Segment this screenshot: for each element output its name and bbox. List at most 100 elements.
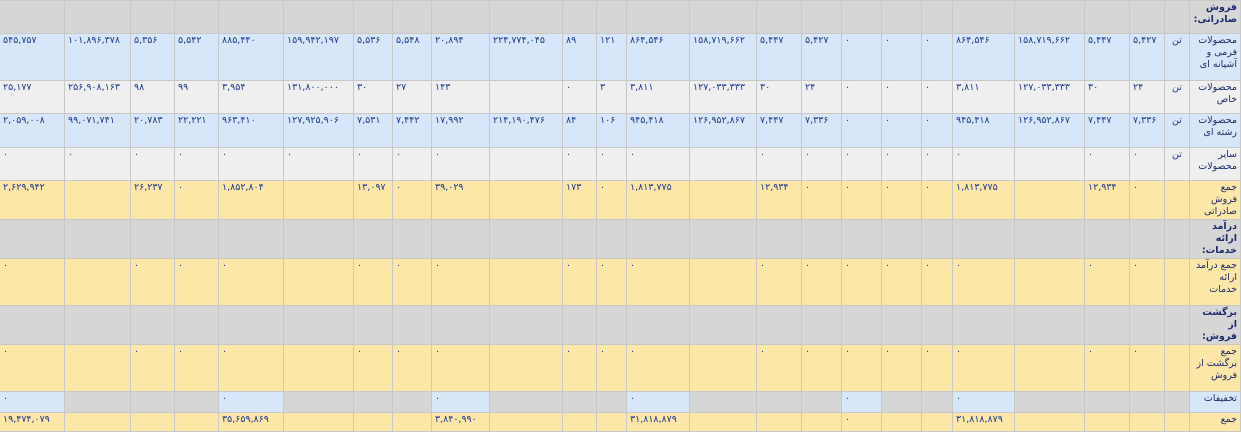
value-cell — [921, 305, 953, 345]
value-cell: ۰ — [801, 258, 842, 306]
value-cell — [353, 305, 393, 345]
value-cell: ۰ — [392, 147, 432, 181]
value-cell: ۳,۹۵۴ — [218, 80, 284, 114]
value-cell: ۰ — [1084, 258, 1130, 306]
unit-cell — [1164, 258, 1190, 306]
value-cell: ۰ — [392, 258, 432, 306]
value-cell: ۰ — [921, 180, 953, 220]
value-cell — [1014, 412, 1085, 432]
value-cell: ۰ — [0, 391, 65, 413]
value-cell: ۰ — [596, 258, 627, 306]
value-cell: ۰ — [218, 258, 284, 306]
unit-cell — [1164, 0, 1190, 34]
value-cell: ۲۵,۱۷۷ — [0, 80, 65, 114]
value-cell: ۳,۸۴۰,۹۹۰ — [431, 412, 490, 432]
value-cell: ۰ — [353, 147, 393, 181]
unit-cell — [1164, 344, 1190, 392]
value-cell — [626, 219, 690, 259]
value-cell — [0, 219, 65, 259]
value-cell: ۵,۴۲۷ — [801, 33, 842, 81]
value-cell — [489, 147, 563, 181]
value-cell: ۱۲۶,۹۵۲,۸۶۷ — [689, 113, 757, 148]
value-cell: ۰ — [626, 391, 690, 413]
value-cell: ۱۹,۴۷۴,۰۷۹ — [0, 412, 65, 432]
value-cell: ۰ — [562, 258, 597, 306]
value-cell — [489, 219, 563, 259]
value-cell: ۲۰,۷۸۳ — [130, 113, 175, 148]
value-cell — [881, 391, 922, 413]
value-cell: ۱۴۳ — [431, 80, 490, 114]
value-cell — [353, 219, 393, 259]
value-cell — [801, 0, 842, 34]
value-cell: ۰ — [756, 344, 802, 392]
value-cell: ۱,۸۱۳,۷۷۵ — [626, 180, 690, 220]
value-cell — [392, 0, 432, 34]
value-cell: ۰ — [626, 258, 690, 306]
value-cell — [130, 305, 175, 345]
value-cell: ۰ — [1129, 344, 1165, 392]
table-row: محصولات خاص تن ۲۴ ۳۰ ۱۲۷,۰۳۳,۳۳۳ ۳,۸۱۱ ۰ ۰ ۰ ۲۴ ۳۰… — [0, 80, 1241, 114]
value-cell — [756, 412, 802, 432]
value-cell: ۸۹ — [562, 33, 597, 81]
value-cell: ۰ — [952, 147, 1015, 181]
table-row: جمع ۳۱,۸۱۸,۸۷۹ ۰ ۳۱,۸۱۸,۸۷۹ ۳,۸۴۰,۹۹۰ ۳۵,۶۵۹,… — [0, 412, 1241, 432]
value-cell — [921, 391, 953, 413]
value-cell — [841, 0, 882, 34]
value-cell: ۰ — [841, 344, 882, 392]
value-cell: ۰ — [64, 147, 131, 181]
value-cell: ۳ — [596, 80, 627, 114]
value-cell — [562, 412, 597, 432]
value-cell: ۰ — [130, 258, 175, 306]
row-label: برگشت از فروش: — [1189, 305, 1241, 345]
value-cell — [283, 305, 354, 345]
value-cell: ۰ — [431, 147, 490, 181]
value-cell: ۸۴ — [562, 113, 597, 148]
value-cell — [130, 391, 175, 413]
value-cell — [283, 412, 354, 432]
value-cell: ۱۲۱ — [596, 33, 627, 81]
value-cell: ۰ — [0, 147, 65, 181]
value-cell — [489, 80, 563, 114]
value-cell: ۰ — [921, 258, 953, 306]
table-row: جمع فروش صادراتی ۰ ۱۲,۹۳۴ ۱,۸۱۳,۷۷۵ ۰ ۰ ۰ ۰ ۱۲,۹… — [0, 180, 1241, 220]
value-cell — [689, 147, 757, 181]
row-label: تخفیفات — [1189, 391, 1241, 413]
value-cell: ۷,۴۴۲ — [392, 113, 432, 148]
value-cell — [218, 305, 284, 345]
value-cell: ۰ — [1084, 147, 1130, 181]
value-cell: ۱۰۶ — [596, 113, 627, 148]
value-cell: ۰ — [881, 180, 922, 220]
value-cell — [689, 305, 757, 345]
table-row: جمع برگشت از فروش ۰ ۰ ۰ ۰ ۰ ۰ ۰ ۰ ۰ ۰ ۰ ۰ ۰ ۰ ۰ ۰ ۰ ۰ — [0, 344, 1241, 392]
value-cell — [952, 219, 1015, 259]
value-cell: ۰ — [921, 344, 953, 392]
value-cell: ۰ — [756, 147, 802, 181]
value-cell: ۰ — [353, 344, 393, 392]
unit-cell — [1164, 180, 1190, 220]
value-cell: ۵,۴۲۷ — [1129, 33, 1165, 81]
value-cell — [283, 344, 354, 392]
value-cell: ۲۲,۲۲۱ — [174, 113, 219, 148]
value-cell — [801, 391, 842, 413]
row-label: محصولات رشته ای — [1189, 113, 1241, 148]
value-cell — [353, 0, 393, 34]
value-cell: ۰ — [921, 33, 953, 81]
value-cell — [921, 0, 953, 34]
value-cell — [562, 0, 597, 34]
value-cell: ۰ — [174, 180, 219, 220]
value-cell — [1014, 344, 1085, 392]
value-cell: ۰ — [596, 344, 627, 392]
value-cell — [841, 219, 882, 259]
value-cell: ۸۶۴,۵۴۶ — [626, 33, 690, 81]
value-cell: ۵,۵۴۸ — [392, 33, 432, 81]
value-cell — [756, 219, 802, 259]
value-cell: ۲۲۴,۷۷۴,۰۴۵ — [489, 33, 563, 81]
value-cell: ۰ — [921, 80, 953, 114]
value-cell: ۱۷,۹۹۲ — [431, 113, 490, 148]
value-cell — [1084, 219, 1130, 259]
value-cell: ۹۶۳,۴۱۰ — [218, 113, 284, 148]
value-cell — [689, 0, 757, 34]
row-label: محصولات خاص — [1189, 80, 1241, 114]
value-cell: ۹۴۵,۴۱۸ — [952, 113, 1015, 148]
